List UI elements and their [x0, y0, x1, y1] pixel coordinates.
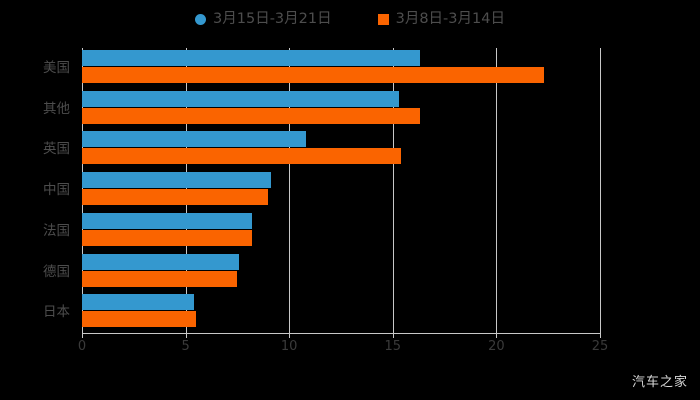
legend-marker-square-icon — [377, 13, 389, 25]
category-label-其他: 其他 — [43, 100, 70, 117]
bar-current-week[interactable] — [82, 131, 306, 148]
bar-group — [82, 89, 600, 130]
gridline-20 — [496, 48, 498, 333]
chart-legend: 3月15日-3月21日 3月8日-3月14日 — [0, 6, 700, 32]
bar-group — [82, 129, 600, 170]
bar-previous-week[interactable] — [82, 148, 402, 165]
category-label-法国: 法国 — [43, 222, 70, 239]
bar-current-week[interactable] — [82, 90, 400, 107]
legend-label-0: 3月15日-3月21日 — [213, 10, 332, 27]
bar-previous-week[interactable] — [82, 229, 252, 246]
tick-mark-10 — [289, 333, 291, 338]
category-label-美国: 美国 — [43, 60, 70, 76]
x-tick-label-0: 0 — [77, 339, 87, 354]
bar-group — [82, 170, 600, 211]
bar-current-week[interactable] — [82, 253, 240, 270]
bar-current-week[interactable] — [82, 294, 194, 311]
x-axis-line — [82, 333, 600, 334]
bar-group — [82, 252, 600, 293]
gridline-10 — [289, 48, 291, 333]
category-label-德国: 德国 — [43, 263, 70, 280]
tick-mark-20 — [496, 333, 498, 338]
watermark-label: 汽车之家 — [631, 375, 688, 390]
bar-previous-week[interactable] — [82, 67, 545, 83]
category-label-中国: 中国 — [43, 182, 70, 199]
bar-previous-week[interactable] — [82, 189, 269, 206]
bar-previous-week[interactable] — [82, 270, 238, 287]
bar-current-week[interactable] — [82, 172, 271, 189]
bar-current-week[interactable] — [82, 212, 252, 229]
x-tick-label-10: 10 — [280, 339, 298, 354]
category-label-英国: 英国 — [43, 141, 70, 158]
bar-previous-week[interactable] — [82, 107, 420, 124]
bar-group — [82, 48, 600, 89]
tick-mark-0 — [82, 333, 83, 338]
bar-current-week[interactable] — [82, 50, 420, 66]
legend-label-1: 3月8日-3月14日 — [395, 10, 505, 27]
tick-mark-25 — [600, 333, 601, 338]
bar-group — [82, 211, 600, 252]
tick-mark-5 — [185, 333, 187, 338]
tick-mark-15 — [392, 333, 394, 338]
x-tick-label-15: 15 — [384, 339, 402, 354]
gridline-15 — [392, 48, 394, 333]
legend-item-1[interactable]: 3月8日-3月14日 — [377, 10, 505, 27]
bar-group — [82, 292, 600, 333]
legend-marker-circle-icon — [195, 13, 207, 25]
bar-previous-week[interactable] — [82, 311, 196, 328]
x-tick-label-5: 5 — [181, 339, 190, 354]
gridline-25 — [600, 48, 601, 333]
x-tick-label-20: 20 — [488, 339, 505, 354]
plot-area — [82, 48, 600, 333]
legend-item-0[interactable]: 3月15日-3月21日 — [195, 12, 332, 27]
category-label-日本: 日本 — [43, 304, 70, 321]
x-tick-label-25: 25 — [591, 339, 609, 354]
